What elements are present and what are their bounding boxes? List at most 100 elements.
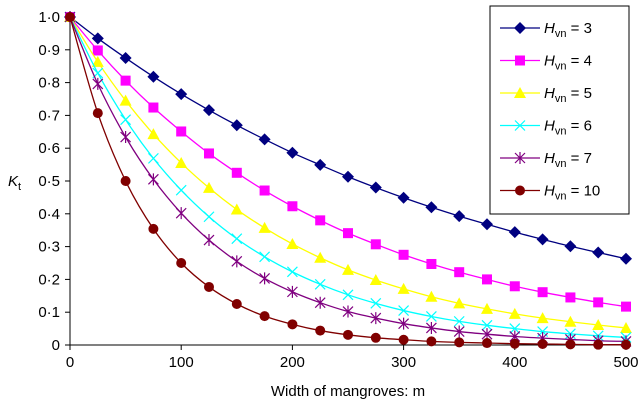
data-point-star <box>120 131 132 144</box>
data-point-triangle <box>147 128 160 140</box>
data-point-triangle <box>514 87 526 98</box>
data-point-square <box>315 215 326 226</box>
legend-label-main: H <box>544 85 555 102</box>
data-point-diamond <box>397 191 410 204</box>
series-group <box>64 11 632 348</box>
legend-label-value: = 7 <box>566 150 591 167</box>
series-group <box>65 12 631 312</box>
data-point-x <box>481 319 493 331</box>
data-point-diamond <box>91 32 104 45</box>
data-point-star <box>514 152 526 164</box>
y-tick-label: 0 <box>52 337 60 354</box>
data-point-square <box>454 267 465 278</box>
data-point-circle <box>287 319 298 330</box>
data-point-triangle <box>425 290 438 302</box>
data-point-diamond <box>314 158 327 171</box>
data-point-square <box>92 45 103 56</box>
data-point-triangle <box>453 297 466 309</box>
data-point-diamond <box>175 88 188 101</box>
data-point-circle <box>92 108 103 119</box>
data-point-triangle <box>620 321 632 333</box>
y-tick-label: 0·6 <box>38 140 60 157</box>
data-point-triangle <box>536 312 549 324</box>
y-tick-label: 0·3 <box>38 239 60 256</box>
series-group <box>65 12 631 350</box>
data-point-circle <box>515 185 525 196</box>
data-point-square <box>482 274 492 285</box>
legend-label-main: H <box>544 118 555 135</box>
data-point-circle <box>65 12 75 22</box>
data-point-x <box>259 251 271 263</box>
data-point-x <box>370 297 382 309</box>
data-point-star <box>259 272 271 285</box>
data-point-square <box>426 258 437 269</box>
data-point-diamond <box>425 201 438 214</box>
legend-item: Hvn = 5 <box>500 85 592 105</box>
data-point-square <box>593 297 604 308</box>
legend-label-sub: vn <box>555 61 567 73</box>
legend-label: Hvn = 10 <box>544 183 600 203</box>
data-point-circle <box>537 339 548 350</box>
data-point-diamond <box>258 133 271 146</box>
data-point-circle <box>593 339 604 350</box>
data-point-diamond <box>119 52 132 64</box>
data-point-square <box>148 102 159 113</box>
data-point-diamond <box>481 218 493 231</box>
data-point-circle <box>426 336 437 347</box>
legend-label-main: H <box>544 183 555 200</box>
data-point-x <box>342 289 354 301</box>
data-point-diamond <box>508 226 521 239</box>
data-point-triangle <box>91 55 104 67</box>
data-point-square <box>204 148 214 159</box>
legend-label-sub: vn <box>555 158 567 170</box>
data-point-star <box>175 207 187 220</box>
x-tick-label: 400 <box>502 354 527 371</box>
data-point-star <box>314 296 326 309</box>
data-point-circle <box>398 334 409 345</box>
data-point-triangle <box>258 221 271 233</box>
data-point-square <box>621 301 631 312</box>
data-point-square <box>515 55 525 66</box>
y-axis-title: Kt <box>8 173 21 193</box>
data-point-x <box>453 315 465 327</box>
data-point-square <box>370 239 381 250</box>
data-point-triangle <box>592 318 605 330</box>
data-point-x <box>147 152 159 164</box>
data-point-triangle <box>397 282 410 294</box>
data-point-x <box>120 114 132 126</box>
data-point-star <box>203 234 215 247</box>
legend-label-value: = 3 <box>566 20 591 37</box>
legend-label-sub: vn <box>555 191 567 203</box>
y-tick-label: 0·7 <box>38 107 60 124</box>
data-point-diamond <box>147 70 160 83</box>
data-point-circle <box>315 325 326 336</box>
data-point-square <box>176 126 187 137</box>
data-point-triangle <box>508 307 521 319</box>
y-tick-label: 0·5 <box>38 173 60 190</box>
data-point-star <box>231 255 243 268</box>
data-point-diamond <box>369 181 382 194</box>
data-point-circle <box>370 332 381 343</box>
data-point-diamond <box>286 146 299 159</box>
data-point-star <box>342 305 354 318</box>
data-point-circle <box>204 281 214 292</box>
legend-item: Hvn = 3 <box>500 20 592 40</box>
data-point-circle <box>259 311 270 322</box>
y-tick-label: 0·1 <box>38 304 60 321</box>
data-point-diamond <box>453 210 466 223</box>
data-point-x <box>203 211 215 223</box>
y-axis-title-sub: t <box>18 181 21 193</box>
legend-label-value: = 10 <box>566 183 600 200</box>
series-group <box>64 11 632 265</box>
x-tick-label: 0 <box>66 354 74 371</box>
legend-label-main: H <box>544 20 555 37</box>
data-point-triangle <box>119 94 132 106</box>
legend-item: Hvn = 10 <box>500 183 600 203</box>
data-point-square <box>259 185 270 196</box>
data-point-star <box>286 285 298 298</box>
legend-item: Hvn = 4 <box>500 53 592 73</box>
x-axis-title: Width of mangroves: m <box>271 383 425 400</box>
